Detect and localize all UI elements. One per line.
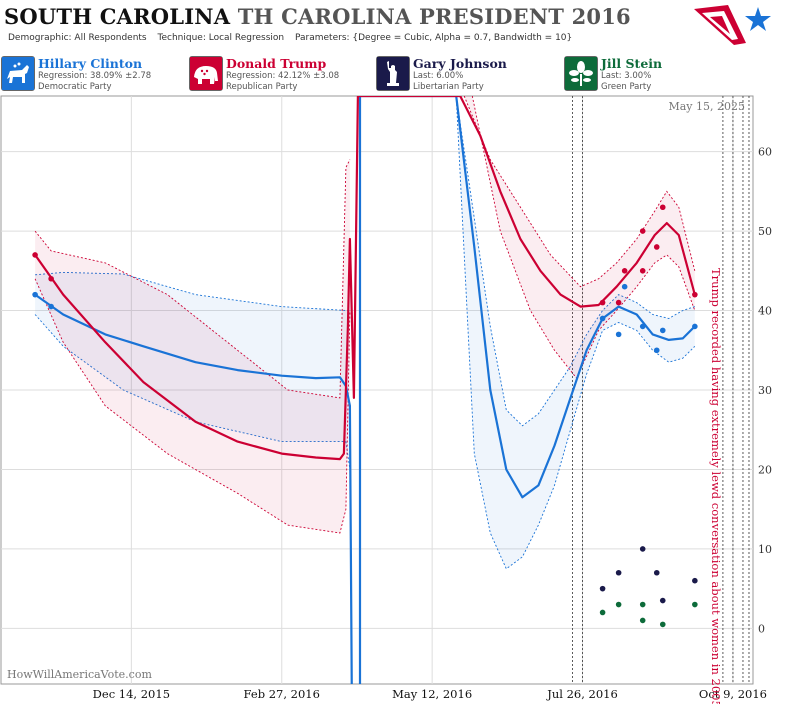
hillary-clinton-band-lower (34, 314, 351, 470)
parameters-bar: Demographic: All Respondents Technique: … (8, 33, 580, 43)
legend-party: Libertarian Party (413, 82, 484, 92)
y-tick-label: 50 (758, 225, 772, 238)
x-tick-label: Jul 26, 2016 (546, 687, 618, 701)
donald-trump-poll-point (639, 268, 646, 274)
gary-johnson-poll-point (615, 569, 622, 576)
hillary-clinton-poll-point (659, 327, 666, 334)
donald-trump-poll-point (599, 299, 606, 306)
hillary-clinton-poll-point (32, 291, 38, 298)
jill-stein-poll-point (615, 601, 622, 608)
legend-clinton: Hillary Clinton Regression: 38.09% ±2.78… (0, 54, 186, 92)
y-tick-label: 40 (758, 305, 772, 318)
jill-stein-poll-point (659, 621, 666, 628)
legend-stein: Jill Stein Last: 3.00% Green Party (563, 54, 749, 92)
gary-johnson-poll-point (692, 577, 698, 584)
x-tick-label: Oct 9, 2016 (699, 687, 767, 701)
legend-trump: Donald Trump Regression: 42.12% ±3.08 Re… (188, 54, 374, 92)
x-tick-label: May 12, 2016 (392, 687, 472, 701)
title-main: SOUTH CAROLINA (4, 4, 231, 29)
title-sub: TH CAROLINA PRESIDENT 2016 (237, 4, 631, 29)
donald-trump-band-fill (464, 96, 695, 379)
donald-trump-poll-point (48, 275, 54, 282)
donald-trump-poll-point (615, 299, 622, 306)
legend-regression: Regression: 42.12% ±3.08 (226, 71, 340, 81)
parameters-label: Parameters: {Degree = Cubic, Alpha = 0.7… (295, 33, 573, 43)
gary-johnson-poll-point (653, 569, 660, 576)
donald-trump-poll-point (659, 204, 666, 211)
y-tick-label: 10 (758, 543, 772, 556)
donald-trump-band-fill (35, 159, 350, 533)
hillary-clinton-poll-point (692, 323, 698, 330)
gary-johnson-poll-point (639, 546, 646, 552)
elephant-icon (189, 56, 223, 91)
donald-trump-band-lower (471, 96, 696, 379)
hillary-clinton-trend-line (34, 96, 696, 684)
legend-name: Donald Trump (226, 56, 327, 71)
y-tick-label: 30 (758, 384, 772, 397)
jill-stein-poll-point (599, 609, 606, 616)
x-tick-label: Feb 27, 2016 (244, 687, 320, 701)
donald-trump-band-upper (463, 96, 696, 288)
donkey-icon (1, 56, 35, 91)
hillary-clinton-poll-point (599, 315, 606, 322)
y-tick-label: 20 (758, 463, 772, 476)
gary-johnson-poll-point (599, 585, 606, 592)
donald-trump-poll-point (653, 244, 660, 250)
donald-trump-trend-line (34, 96, 696, 461)
hillary-clinton-poll-point (639, 323, 646, 330)
hillary-clinton-band-fill (456, 96, 695, 569)
legend-party: Republican Party (226, 82, 298, 92)
donald-trump-band-upper (34, 159, 351, 399)
legend-party: Democratic Party (38, 82, 112, 92)
chart-title: SOUTH CAROLINA TH CAROLINA PRESIDENT 201… (4, 4, 631, 29)
y-tick-label: 60 (758, 146, 772, 159)
legend-name: Hillary Clinton (38, 56, 143, 71)
donald-trump-poll-point (32, 252, 38, 258)
legend-last: Last: 6.00% (413, 71, 464, 81)
hillary-clinton-poll-point (653, 347, 660, 354)
jill-stein-poll-point (692, 601, 698, 608)
plot-content (32, 96, 750, 684)
donald-trump-poll-point (692, 291, 698, 298)
legend-last: Last: 3.00% (601, 71, 652, 81)
y-tick-label: 0 (758, 622, 765, 635)
donald-trump-poll-point (621, 268, 628, 274)
gary-johnson-poll-point (659, 597, 666, 604)
legend-johnson: Gary Johnson Last: 6.00% Libertarian Par… (375, 54, 561, 92)
donald-trump-band-lower (34, 278, 351, 534)
event-annotation: Trump recorded having extremely lewd con… (709, 268, 723, 704)
demographic-label: Demographic: All Respondents (8, 33, 147, 43)
hillary-clinton-band-upper (35, 271, 350, 311)
green-flower-icon (564, 56, 598, 91)
donald-trump-poll-point (639, 228, 646, 234)
hillary-clinton-band-upper (455, 96, 695, 427)
technique-label: Technique: Local Regression (157, 33, 285, 43)
liberty-statue-icon (376, 56, 410, 91)
jill-stein-poll-point (639, 617, 646, 624)
legend-name: Jill Stein (601, 56, 663, 71)
hillary-clinton-band-fill (35, 272, 350, 470)
legend-name: Gary Johnson (413, 56, 507, 71)
hillary-clinton-poll-point (48, 303, 54, 310)
date-stamp: May 15, 2025 (668, 100, 745, 113)
legend-party: Green Party (601, 82, 652, 92)
x-tick-label: Dec 14, 2015 (93, 687, 170, 701)
hillary-clinton-poll-point (621, 283, 628, 290)
legend-regression: Regression: 38.09% ±2.78 (38, 71, 152, 81)
site-logo-icon (694, 5, 771, 45)
hillary-clinton-band-lower (455, 96, 696, 570)
watermark: HowWillAmericaVote.com (7, 668, 152, 681)
hillary-clinton-poll-point (615, 331, 622, 338)
jill-stein-poll-point (639, 601, 646, 608)
